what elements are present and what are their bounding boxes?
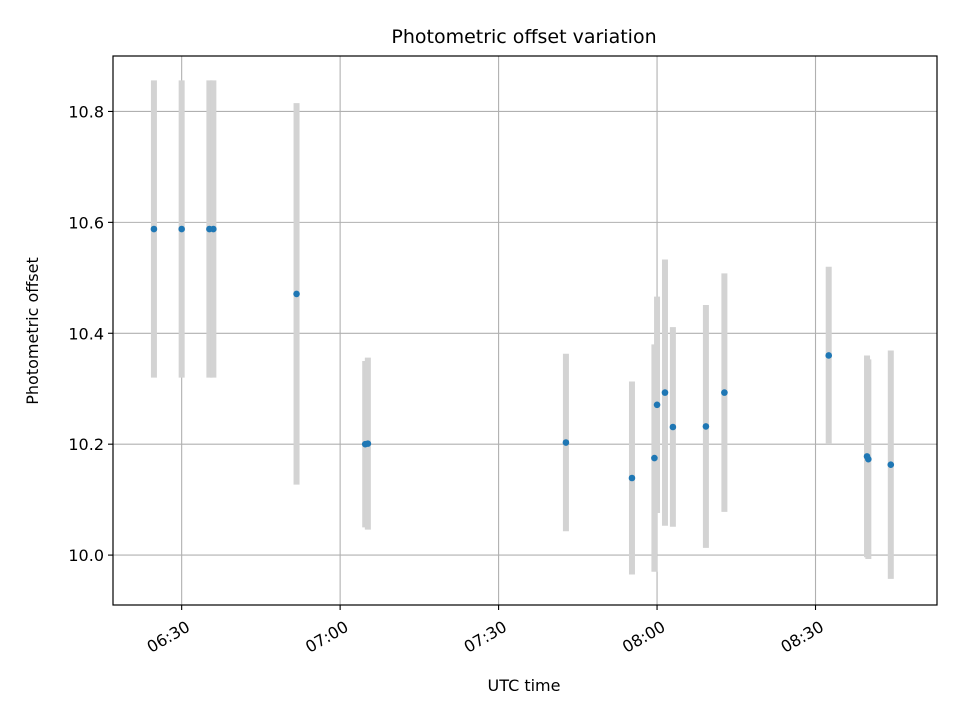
y-axis-label: Photometric offset — [23, 257, 42, 405]
data-point — [669, 423, 677, 431]
data-point — [364, 440, 372, 447]
y-tick-label: 10.2 — [68, 435, 104, 454]
data-point — [178, 225, 185, 233]
data-point — [150, 225, 158, 233]
data-point — [661, 389, 669, 396]
data-point — [210, 225, 217, 233]
x-axis-label: UTC time — [488, 676, 561, 695]
data-point — [651, 454, 658, 462]
grid — [113, 56, 937, 605]
data-points — [150, 225, 895, 482]
plot-frame — [112, 55, 938, 606]
y-tick-label: 10.6 — [68, 213, 104, 232]
y-tick-label: 10.0 — [68, 546, 104, 565]
data-point — [562, 439, 570, 446]
data-point — [653, 401, 661, 409]
data-point — [865, 455, 872, 463]
data-point — [721, 389, 728, 396]
y-tick-label: 10.8 — [68, 102, 104, 121]
data-point — [293, 290, 300, 298]
data-point — [702, 423, 710, 430]
y-tick-label: 10.4 — [68, 324, 104, 343]
data-point — [887, 461, 895, 469]
data-point — [628, 474, 636, 482]
chart-title: Photometric offset variation — [391, 26, 656, 48]
data-point — [825, 352, 833, 359]
